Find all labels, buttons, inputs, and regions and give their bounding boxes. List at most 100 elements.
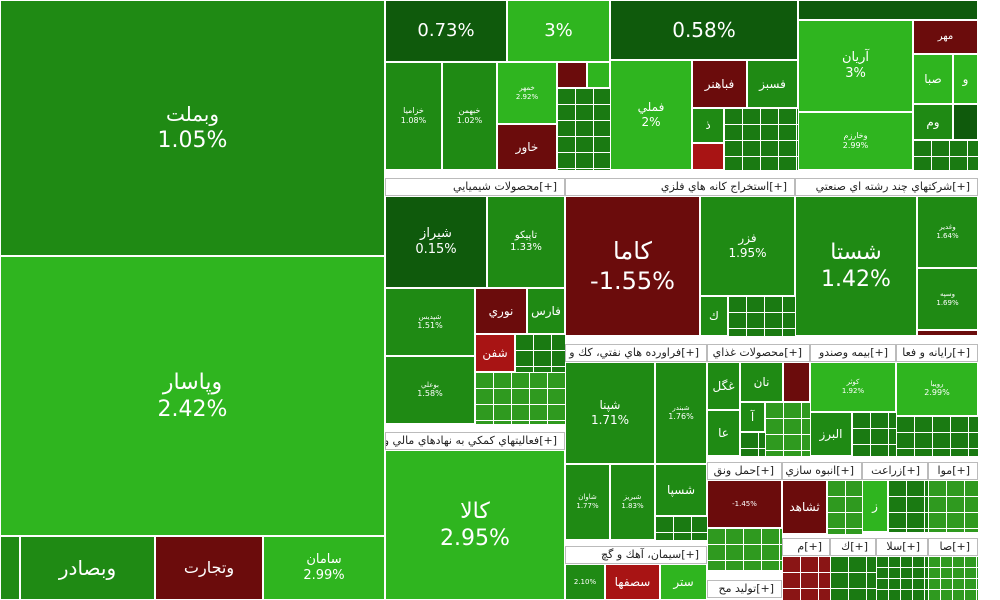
- tile-sasofha[interactable]: سصفها: [605, 564, 660, 600]
- small-tiles-grid[interactable]: [830, 556, 876, 600]
- tile-nouri[interactable]: نوري: [475, 288, 527, 334]
- tile-fa-small[interactable]: ذ: [692, 108, 724, 143]
- small-tiles-grid[interactable]: [827, 480, 862, 534]
- sector-header-tolid[interactable]: [+]توليد مح: [707, 580, 782, 598]
- sector-header-s2[interactable]: [+]ك: [830, 538, 876, 556]
- expand-plus[interactable]: [+]: [952, 346, 970, 359]
- expand-plus[interactable]: [+]: [756, 464, 774, 477]
- sector-header-transport[interactable]: [+]حمل ونق: [707, 462, 782, 480]
- small-tiles-grid[interactable]: [765, 402, 810, 456]
- small-tiles-grid[interactable]: [928, 556, 978, 600]
- tile-small-red[interactable]: [557, 62, 587, 88]
- expand-plus[interactable]: [+]: [539, 434, 557, 447]
- sector-header-insurance[interactable]: [+]بيمه وصندو: [810, 344, 896, 362]
- tile-vakharazm[interactable]: وخارزم 2.99%: [798, 112, 913, 170]
- tile-top-c[interactable]: 0.58%: [610, 0, 798, 60]
- tile-khazamia[interactable]: خزاميا 1.08%: [385, 62, 442, 170]
- tile-shiraz[interactable]: شيراز 0.15%: [385, 196, 487, 288]
- expand-plus[interactable]: [+]: [681, 346, 699, 359]
- small-tiles-grid[interactable]: [896, 416, 978, 456]
- sector-header-cement[interactable]: [+]سيمان، آهك و گچ: [565, 546, 707, 564]
- sector-header-petrochem[interactable]: [+]محصولات شيميايي: [385, 178, 565, 196]
- tile-tashahed[interactable]: ثشاهد: [782, 480, 827, 534]
- tile-ghagol[interactable]: غگل: [707, 362, 740, 410]
- tile-shafan[interactable]: شفن: [475, 334, 515, 372]
- expand-plus[interactable]: [+]: [836, 464, 854, 477]
- small-tiles-grid[interactable]: [740, 432, 765, 456]
- tile-kaf[interactable]: ك: [700, 296, 728, 336]
- small-tiles-grid[interactable]: [913, 140, 978, 170]
- tile-ghanat[interactable]: نان: [740, 362, 783, 402]
- tile-strip[interactable]: [0, 536, 20, 600]
- tile-shafra[interactable]: شاوان 1.77%: [565, 464, 610, 540]
- tile-kala[interactable]: كالا 2.95%: [385, 450, 565, 600]
- sector-header-finance-aux[interactable]: [+]فعاليتهاي كمكي به نهادهاي مالي وا: [385, 432, 565, 450]
- sector-header-mavad[interactable]: [+]موا: [928, 462, 978, 480]
- expand-plus[interactable]: [+]: [804, 540, 822, 553]
- tile-vasina[interactable]: وسپه 1.69%: [917, 268, 978, 330]
- tile-fars[interactable]: فارس: [527, 288, 565, 334]
- tile-thin-red[interactable]: [917, 330, 978, 336]
- expand-plus[interactable]: [+]: [870, 346, 888, 359]
- small-tiles-grid[interactable]: [655, 516, 707, 540]
- sector-header-s3[interactable]: [+]سلا: [876, 538, 928, 556]
- expand-plus[interactable]: [+]: [952, 180, 970, 193]
- expand-plus[interactable]: [+]: [902, 464, 920, 477]
- sector-header-it[interactable]: [+]رايانه و فعا: [896, 344, 978, 362]
- small-tiles-grid[interactable]: [876, 556, 928, 600]
- tile-ghalf[interactable]: آ: [740, 402, 765, 432]
- expand-plus[interactable]: [+]: [952, 540, 970, 553]
- tile-hamlo-small[interactable]: -1.45%: [707, 480, 782, 528]
- expand-plus[interactable]: [+]: [850, 540, 868, 553]
- small-tiles-grid[interactable]: [557, 88, 610, 170]
- small-tiles-grid[interactable]: [724, 108, 798, 170]
- tile-saman[interactable]: سامان 2.99%: [263, 536, 385, 600]
- tile-shesapa[interactable]: شسپا: [655, 464, 707, 516]
- sector-header-s4[interactable]: [+]صا: [928, 538, 978, 556]
- small-tiles-grid[interactable]: [928, 480, 978, 532]
- tile-vaghadir[interactable]: وغدير 1.64%: [917, 196, 978, 268]
- tile-boali[interactable]: بوعلي 1.58%: [385, 356, 475, 424]
- tile-shapna[interactable]: شپنا 1.71%: [565, 362, 655, 464]
- sector-header-multi[interactable]: [+]شركتهاي چند رشته اي صنعتي: [795, 178, 978, 196]
- sector-header-s1[interactable]: [+]م: [782, 538, 830, 556]
- tile-top-b[interactable]: 3%: [507, 0, 610, 62]
- tile-alborz[interactable]: البرز: [810, 412, 852, 456]
- expand-plus[interactable]: [+]: [756, 582, 774, 595]
- tile-mehr[interactable]: مهر: [913, 20, 978, 54]
- tile-shepdis[interactable]: شپديس 1.51%: [385, 288, 475, 356]
- expand-plus[interactable]: [+]: [902, 540, 920, 553]
- tile-vapasar[interactable]: وپاسار 2.42%: [0, 256, 385, 536]
- sector-header-agri[interactable]: [+]زراعت: [862, 462, 928, 480]
- tile-khabin[interactable]: خبهمن 1.02%: [442, 62, 497, 170]
- tile-fabahonar[interactable]: فباهنر: [692, 60, 747, 108]
- sector-header-refinery[interactable]: [+]فراورده هاي نفتي، كك و: [565, 344, 707, 362]
- tile-zeraat-small[interactable]: ز: [862, 480, 888, 532]
- sector-header-construction[interactable]: [+]انبوه سازي: [782, 462, 862, 480]
- tile-saba[interactable]: صبا: [913, 54, 953, 104]
- tile-ghaa[interactable]: عا: [707, 410, 740, 456]
- small-tiles-grid[interactable]: [475, 372, 565, 424]
- tile-vabemellat[interactable]: وبملت 1.05%: [0, 0, 385, 256]
- tile-tapiko[interactable]: تاپيكو 1.33%: [487, 196, 565, 288]
- expand-plus[interactable]: [+]: [952, 464, 970, 477]
- small-tiles-grid[interactable]: [852, 412, 896, 456]
- tile-fa-red[interactable]: [692, 143, 724, 170]
- expand-plus[interactable]: [+]: [539, 180, 557, 193]
- tile-khavar[interactable]: خاور: [497, 124, 557, 170]
- tile-vabsader[interactable]: وبصادر: [20, 536, 155, 600]
- small-tiles-grid[interactable]: [515, 334, 565, 372]
- sector-header-metals[interactable]: [+]استخراج كانه هاي فلزي: [565, 178, 795, 196]
- tile-shebandar[interactable]: شبندر 1.76%: [655, 362, 707, 464]
- tile-top-d[interactable]: [798, 0, 978, 20]
- tile-kovar[interactable]: كوثر 1.92%: [810, 362, 896, 412]
- tile-top-a[interactable]: 0.73%: [385, 0, 507, 62]
- tile-sq[interactable]: [953, 104, 978, 140]
- tile-shasta[interactable]: شستا 1.42%: [795, 196, 917, 336]
- tile-vom[interactable]: وم: [913, 104, 953, 140]
- tile-food-red[interactable]: [783, 362, 810, 402]
- tile-kama[interactable]: كاما -1.55%: [565, 196, 700, 336]
- tile-fasaz[interactable]: فسبز: [747, 60, 798, 108]
- tile-ryupa[interactable]: رويبا 2.99%: [896, 362, 978, 416]
- sector-header-food[interactable]: [+]محصولات غذاي: [707, 344, 810, 362]
